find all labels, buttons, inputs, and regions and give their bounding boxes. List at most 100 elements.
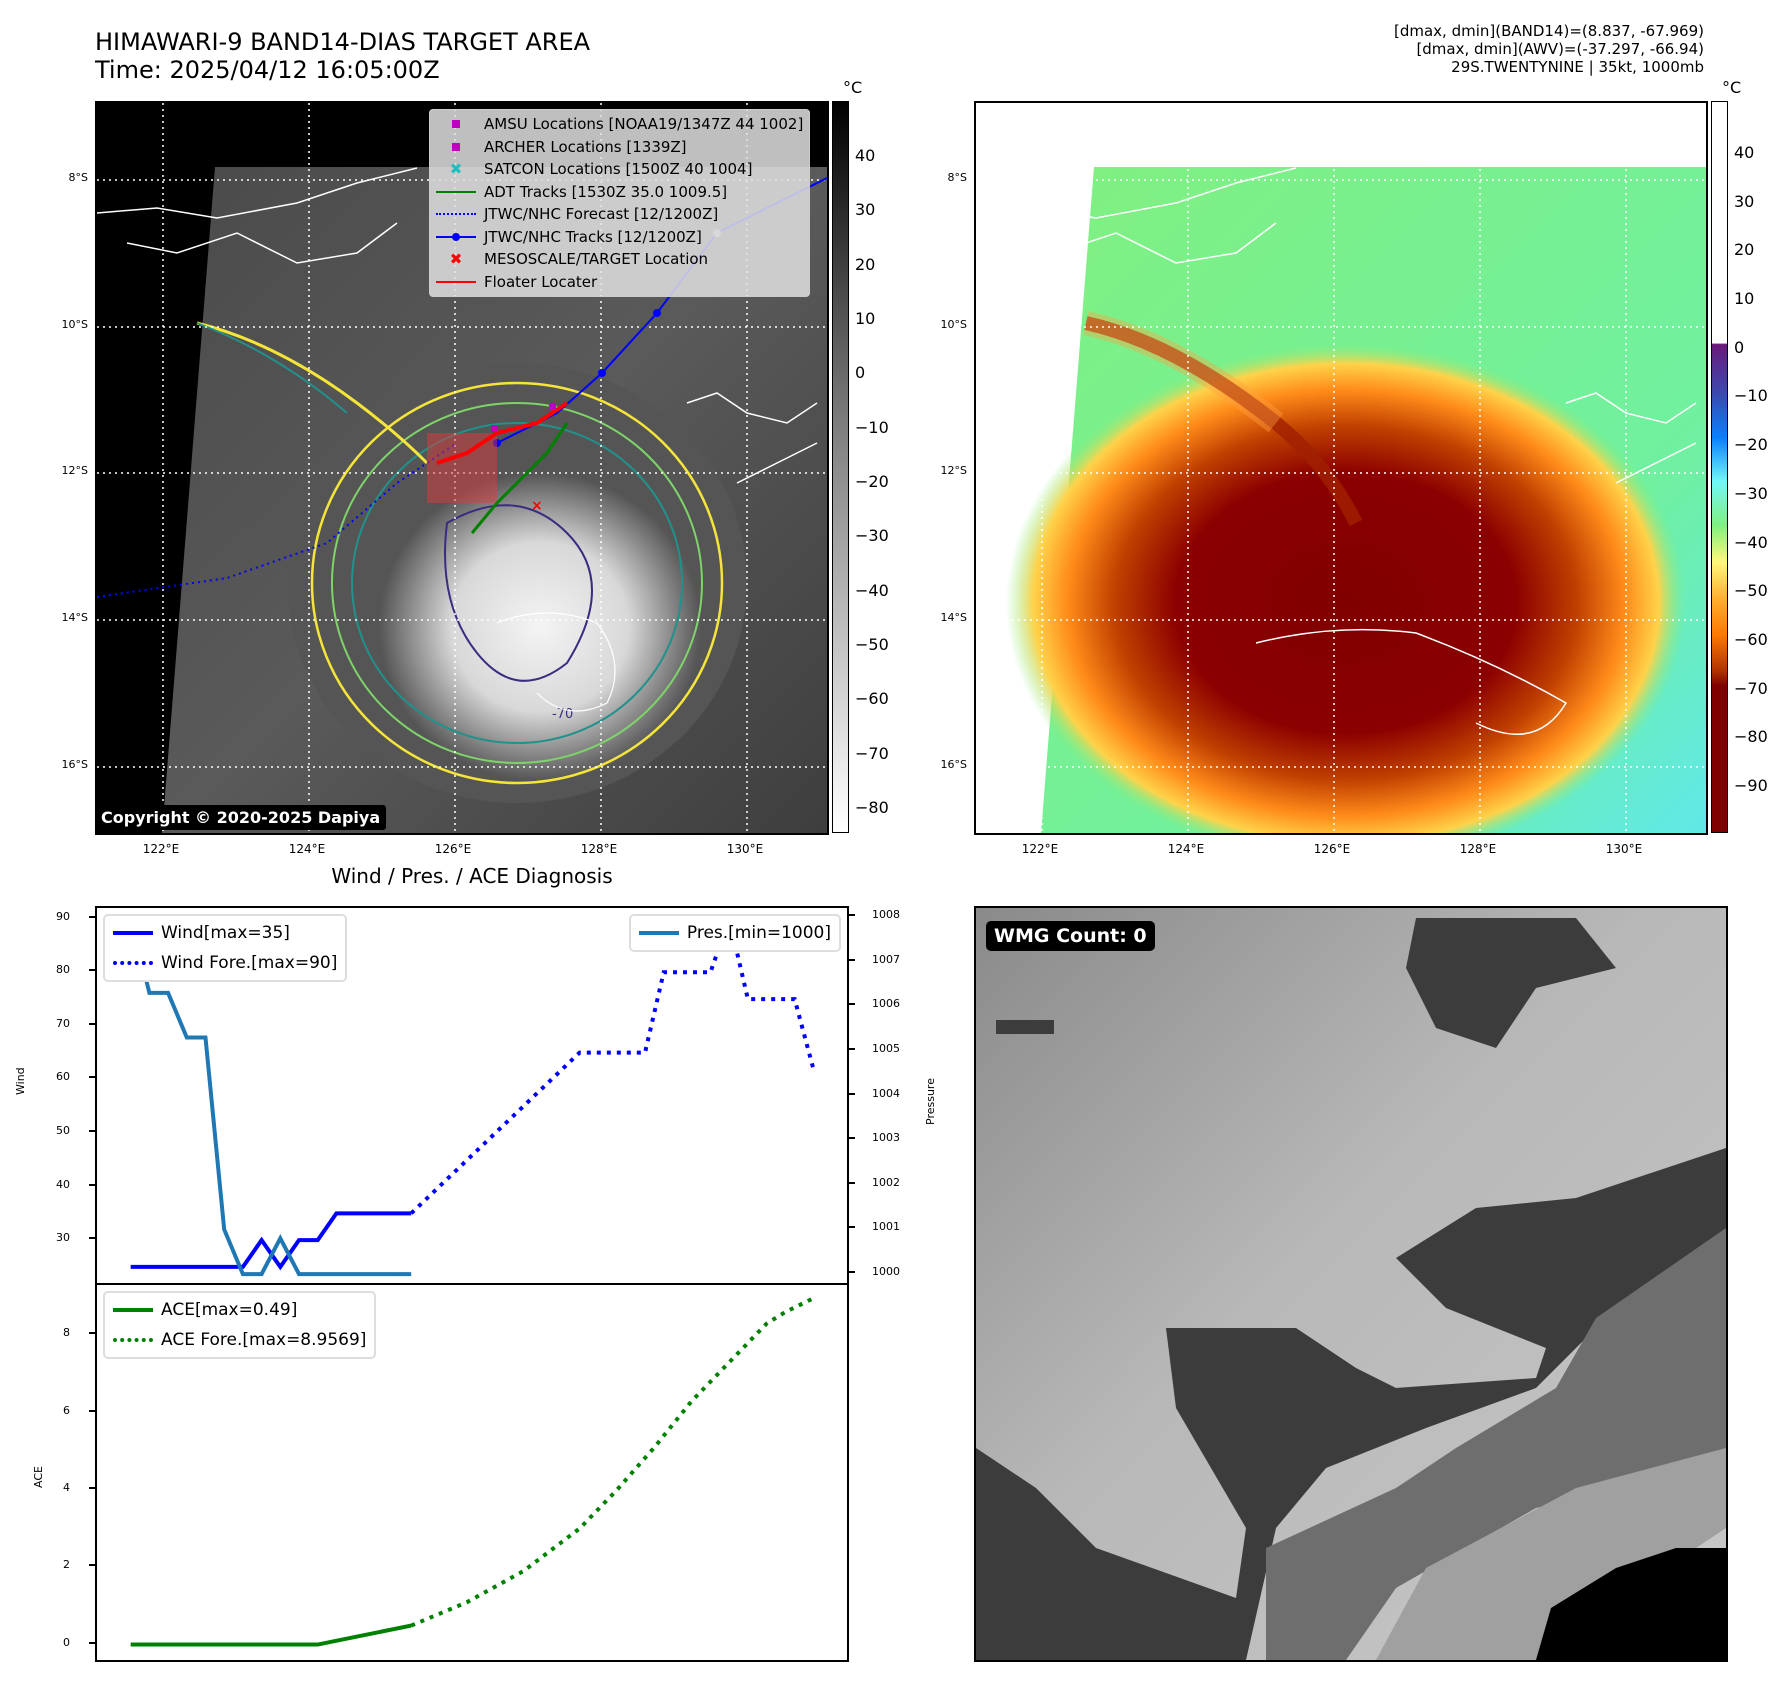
colorbar-tick-label: −90 xyxy=(1734,776,1768,795)
tick-mark xyxy=(849,1226,855,1229)
legend-ace: ACE[max=0.49] xyxy=(113,1295,366,1325)
awv-stats: [dmax, dmin](AWV)=(-37.297, -66.94) xyxy=(1416,40,1704,58)
lon-tick-label: 130°E xyxy=(726,842,764,856)
colorbar-tick-label: −10 xyxy=(855,417,889,437)
tick-mark xyxy=(849,1137,855,1140)
ace-tick-label: 4 xyxy=(63,1480,70,1494)
colorbar-tick-label: −40 xyxy=(855,580,889,600)
lon-tick-label: 128°E xyxy=(580,842,618,856)
ace-legend: ACE[max=0.49] ACE Fore.[max=8.9569] xyxy=(103,1291,377,1359)
colorbar-tick-label: 20 xyxy=(1734,240,1755,260)
adt-track xyxy=(470,422,569,534)
square-icon xyxy=(436,139,476,155)
colorbar-tick-label: −80 xyxy=(1734,727,1768,747)
tick-mark xyxy=(89,1486,95,1489)
lon-tick-label: 124°E xyxy=(1167,842,1205,856)
dotted-line-icon xyxy=(113,1332,153,1348)
tick-mark xyxy=(89,1130,95,1132)
ace-plot xyxy=(130,1296,815,1647)
wind-tick-label: 30 xyxy=(56,1231,70,1245)
lon-tick-label: 126°E xyxy=(434,842,472,856)
tick-mark xyxy=(89,915,95,918)
x-marker-icon: ✖ xyxy=(449,160,463,179)
wind-forecast-line xyxy=(409,911,816,1215)
wmg-dark-band xyxy=(976,1148,1726,1660)
colorbar-right xyxy=(1711,101,1728,833)
colorbar-tick-label: −20 xyxy=(855,472,889,491)
pressure-tick-label: 1003 xyxy=(872,1131,900,1145)
wind-tick-label: 60 xyxy=(56,1070,70,1084)
legend-wind-fore: Wind Fore.[max=90] xyxy=(113,948,337,978)
lon-tick-label: 130°E xyxy=(1605,842,1643,856)
legend-ace-fore: ACE Fore.[max=8.9569] xyxy=(113,1325,366,1355)
wmg-black-region xyxy=(1536,1548,1726,1660)
legend-target: ✖ MESOSCALE/TARGET Location xyxy=(436,248,803,271)
wmg-mid-band xyxy=(1266,1228,1726,1660)
pressure-tick-label: 1000 xyxy=(872,1265,900,1279)
line-dot-icon xyxy=(436,229,476,245)
tick-mark xyxy=(89,1641,95,1644)
lon-tick-label: 126°E xyxy=(1313,842,1351,856)
lon-tick-label: 128°E xyxy=(1459,842,1497,856)
awv-map-panel[interactable] xyxy=(974,101,1708,835)
colorbar-tick-label: −80 xyxy=(855,798,889,817)
tick-mark xyxy=(849,913,855,916)
lon-tick-label: 122°E xyxy=(1021,842,1059,856)
amsu-marker xyxy=(491,425,498,432)
wmg-imagery xyxy=(976,908,1726,1660)
line-icon xyxy=(113,1302,153,1318)
tick-mark xyxy=(849,1181,855,1184)
colorbar-tick-label: 10 xyxy=(1734,289,1755,309)
legend-amsu: AMSU Locations [NOAA19/1347Z 44 1002] xyxy=(436,113,803,136)
tick-mark xyxy=(849,1003,855,1006)
lat-tick-label: 16°S xyxy=(940,758,967,771)
colorbar-tick-label: −10 xyxy=(1734,386,1768,406)
copyright-badge: Copyright © 2020-2025 Dapiya xyxy=(95,805,387,830)
legend-wind: Wind[max=35] xyxy=(113,918,337,948)
wind-pressure-chart: Wind[max=35] Wind Fore.[max=90] Pres.[mi… xyxy=(95,906,849,1285)
colorbar-tick-label: −20 xyxy=(1734,435,1768,455)
tick-mark xyxy=(89,969,95,972)
tick-mark xyxy=(89,1076,95,1079)
lon-tick-label: 122°E xyxy=(142,842,180,856)
tick-mark xyxy=(849,1092,855,1095)
colorbar-tick-label: 30 xyxy=(1734,191,1755,211)
wmg-count-badge: WMG Count: 0 xyxy=(986,921,1155,951)
pressure-tick-label: 1005 xyxy=(872,1041,900,1055)
legend-archer: ARCHER Locations [1339Z] xyxy=(436,136,803,159)
wind-tick-label: 80 xyxy=(56,963,70,977)
wind-tick-label: 90 xyxy=(56,909,70,923)
colorbar-tick-label: −50 xyxy=(855,635,889,654)
ir-map-panel[interactable]: -70 × AMSU Locations [NOAA19/1347Z 44 10… xyxy=(95,101,829,835)
tick-mark xyxy=(89,1237,95,1240)
wmg-panel[interactable] xyxy=(974,906,1728,1662)
colorbar-left xyxy=(832,101,849,833)
legend-adt: ADT Tracks [1530Z 35.0 1009.5] xyxy=(436,181,803,204)
target-area-box xyxy=(427,433,497,503)
legend-satcon: ✖ SATCON Locations [1500Z 40 1004] xyxy=(436,158,803,181)
pressure-tick-label: 1002 xyxy=(872,1175,900,1189)
pressure-tick-label: 1001 xyxy=(872,1220,900,1234)
tick-mark xyxy=(89,1332,95,1335)
legend-pres: Pres.[min=1000] xyxy=(638,918,831,948)
ace-tick-label: 2 xyxy=(63,1558,70,1572)
floater-track xyxy=(436,401,569,465)
lat-tick-label: 14°S xyxy=(61,611,88,624)
pressure-tick-label: 1006 xyxy=(872,997,900,1011)
colorbar-tick-label: −40 xyxy=(1734,532,1768,552)
colorbar-tick-label: 0 xyxy=(1734,337,1745,357)
square-icon xyxy=(436,116,476,132)
awv-cold-core xyxy=(1006,343,1686,833)
lat-tick-label: 12°S xyxy=(940,464,967,477)
ace-tick-label: 6 xyxy=(63,1403,70,1417)
lon-tick-label: 124°E xyxy=(288,842,326,856)
colorbar-tick-label: −60 xyxy=(855,689,889,709)
ace-forecast-line xyxy=(410,1296,815,1628)
tick-mark xyxy=(849,1271,855,1274)
awv-map-svg xyxy=(976,103,1706,833)
target-marker: × xyxy=(531,498,543,514)
wmg-light-band xyxy=(1376,1448,1726,1660)
line-icon xyxy=(436,274,476,290)
dotted-line-icon xyxy=(113,955,153,971)
tick-mark xyxy=(849,1047,855,1050)
